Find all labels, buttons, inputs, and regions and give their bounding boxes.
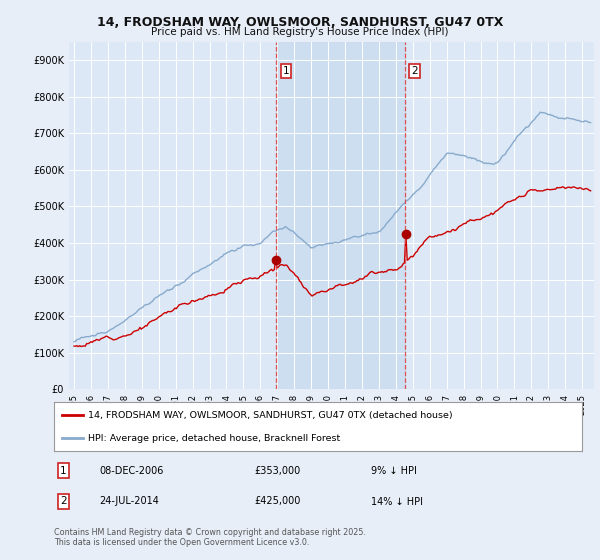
Text: 1: 1: [60, 465, 67, 475]
Text: 08-DEC-2006: 08-DEC-2006: [99, 465, 163, 475]
Text: 2: 2: [411, 66, 418, 76]
Text: 14, FRODSHAM WAY, OWLSMOOR, SANDHURST, GU47 0TX: 14, FRODSHAM WAY, OWLSMOOR, SANDHURST, G…: [97, 16, 503, 29]
Text: £425,000: £425,000: [254, 497, 301, 506]
Text: Price paid vs. HM Land Registry's House Price Index (HPI): Price paid vs. HM Land Registry's House …: [151, 27, 449, 37]
Text: 14, FRODSHAM WAY, OWLSMOOR, SANDHURST, GU47 0TX (detached house): 14, FRODSHAM WAY, OWLSMOOR, SANDHURST, G…: [88, 411, 453, 420]
Text: 14% ↓ HPI: 14% ↓ HPI: [371, 497, 423, 506]
Text: 2: 2: [60, 497, 67, 506]
Text: Contains HM Land Registry data © Crown copyright and database right 2025.
This d: Contains HM Land Registry data © Crown c…: [54, 528, 366, 547]
Bar: [276, 42, 406, 389]
Text: 9% ↓ HPI: 9% ↓ HPI: [371, 465, 416, 475]
Text: £353,000: £353,000: [254, 465, 301, 475]
Text: 1: 1: [283, 66, 289, 76]
Text: HPI: Average price, detached house, Bracknell Forest: HPI: Average price, detached house, Brac…: [88, 434, 341, 443]
Text: 24-JUL-2014: 24-JUL-2014: [99, 497, 159, 506]
